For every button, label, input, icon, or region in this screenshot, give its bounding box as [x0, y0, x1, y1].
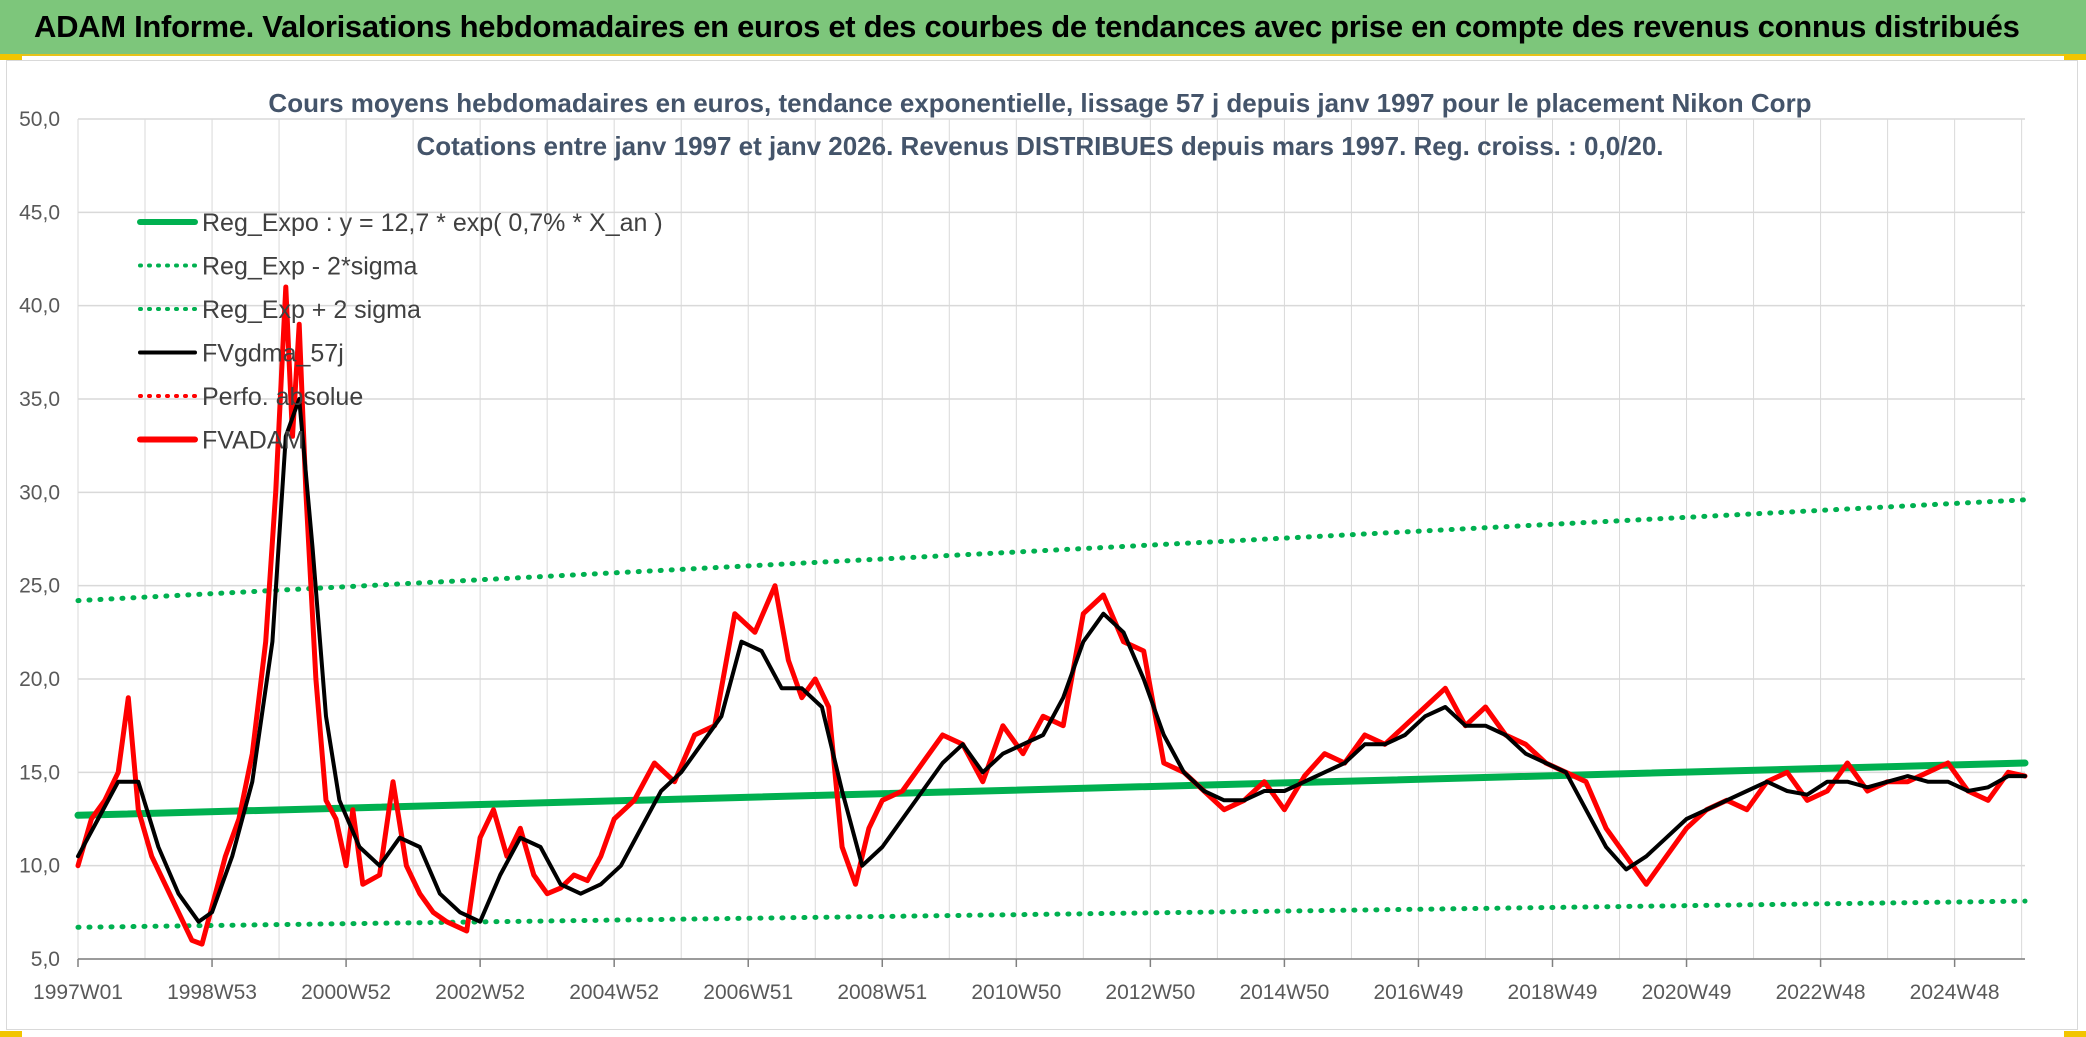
y-tick-label: 20,0	[19, 668, 60, 691]
x-tick-label: 2024W48	[1910, 981, 2000, 1004]
series-lines	[75, 284, 2028, 947]
series-fvgdma-57j	[76, 397, 2027, 924]
x-tick-label: 2004W52	[569, 981, 659, 1004]
y-tick-label: 10,0	[19, 855, 60, 878]
y-tick-label: 15,0	[19, 761, 60, 784]
y-tick-label: 35,0	[19, 388, 60, 411]
y-tick-label: 50,0	[19, 108, 60, 131]
x-tick-label: 2002W52	[435, 981, 525, 1004]
chart-title-line-2: Cotations entre janv 1997 et janv 2026. …	[416, 131, 1663, 161]
corner-marker	[0, 1031, 22, 1037]
chart-title-line-1: Cours moyens hebdomadaires en euros, ten…	[268, 88, 1811, 118]
corner-marker	[0, 54, 22, 60]
x-tick-label: 2016W49	[1373, 981, 1463, 1004]
x-tick-label: 2018W49	[1508, 981, 1598, 1004]
x-tick-label: 2000W52	[301, 981, 391, 1004]
axes: 5,0 10,0 15,0 20,0 25,0 30,0 35,0 40,0 45,0 50,0 1…	[19, 108, 2025, 1004]
x-tick-label: 1998W53	[167, 981, 257, 1004]
banner: ADAM Informe. Valorisations hebdomadaire…	[0, 0, 2086, 56]
x-tick-label: 2020W49	[1642, 981, 1732, 1004]
series-reg-exp-2-sigma	[75, 898, 2028, 930]
banner-title: ADAM Informe. Valorisations hebdomadaire…	[34, 9, 2020, 44]
x-tick-label: 1997W01	[33, 981, 123, 1004]
grid	[77, 118, 2025, 960]
legend-label: Perfo. absolue	[202, 383, 363, 411]
legend: Reg_Expo : y = 12,7 * exp( 0,7% * X_an )…	[137, 209, 663, 455]
y-tick-label: 25,0	[19, 575, 60, 598]
regression-bands	[74, 497, 2029, 930]
plot-border	[6, 60, 2078, 1030]
y-tick-label: 30,0	[19, 481, 60, 504]
corner-marker	[2064, 54, 2086, 60]
series-reg-expo	[74, 759, 2029, 819]
legend-label: Reg_Exp + 2 sigma	[202, 296, 421, 324]
legend-label: FVADAM	[202, 427, 304, 455]
legend-label: Reg_Exp - 2*sigma	[202, 253, 417, 281]
x-tick-label: 2010W50	[971, 981, 1061, 1004]
y-tick-label: 40,0	[19, 295, 60, 318]
corner-marker	[2064, 1031, 2086, 1037]
y-tick-label: 5,0	[31, 948, 60, 971]
series-fvadam	[75, 284, 2028, 947]
legend-label: FVgdma_57j	[202, 340, 344, 368]
x-tick-label: 2012W50	[1105, 981, 1195, 1004]
x-tick-label: 2008W51	[837, 981, 927, 1004]
x-tick-label: 2022W48	[1776, 981, 1866, 1004]
x-tick-label: 2014W50	[1239, 981, 1329, 1004]
chart-title: Cours moyens hebdomadaires en euros, ten…	[268, 88, 1811, 161]
x-tick-label: 2006W51	[703, 981, 793, 1004]
y-tick-label: 45,0	[19, 201, 60, 224]
legend-label: Reg_Expo : y = 12,7 * exp( 0,7% * X_an )	[202, 209, 663, 237]
